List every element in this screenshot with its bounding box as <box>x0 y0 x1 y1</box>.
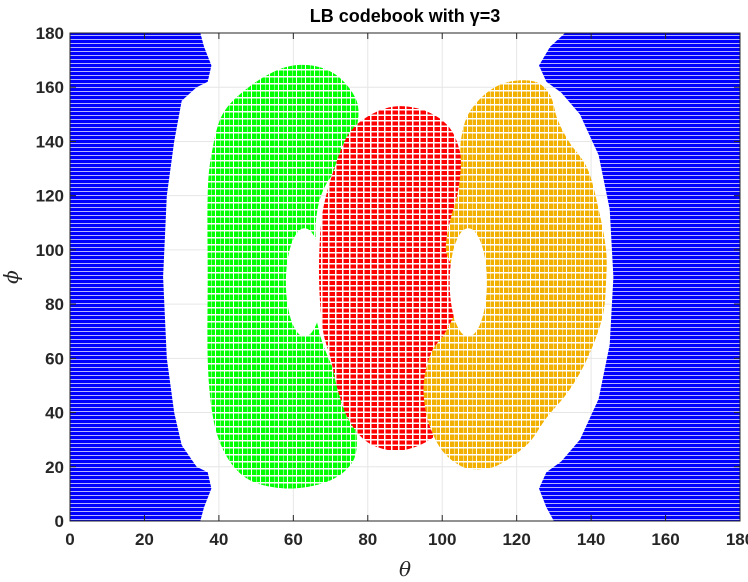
y-tick-label: 60 <box>45 349 64 368</box>
y-tick-label: 40 <box>45 404 64 423</box>
tick-marks <box>69 32 741 522</box>
series-1-markers <box>207 64 359 489</box>
tick-labels: 0 20 40 60 80 100 120 140 160 180 0 20 40 60 80 100 120 1… <box>36 24 748 549</box>
series-3-gap <box>449 228 487 337</box>
chart-title: LB codebook with γ=3 <box>310 6 501 26</box>
y-tick-label: 160 <box>36 78 64 97</box>
x-tick-label: 40 <box>209 530 228 549</box>
y-tick-label: 120 <box>36 187 64 206</box>
plot-area <box>70 33 740 521</box>
x-tick-label: 60 <box>284 530 303 549</box>
y-tick-label: 20 <box>45 458 64 477</box>
x-tick-label: 80 <box>358 530 377 549</box>
series-3-region-0 <box>423 80 607 470</box>
x-tick-label: 20 <box>135 530 154 549</box>
series-0-markers <box>70 33 740 521</box>
y-tick-label: 180 <box>36 24 64 43</box>
y-tick-label: 140 <box>36 132 64 151</box>
x-tick-label: 0 <box>65 530 74 549</box>
series-0-region-0 <box>70 33 212 521</box>
x-tick-label: 100 <box>428 530 456 549</box>
y-axis-label: ϕ <box>0 270 23 284</box>
series-1-gap <box>285 228 324 337</box>
x-tick-label: 180 <box>726 530 748 549</box>
x-tick-label: 140 <box>577 530 605 549</box>
axes-box <box>69 32 741 522</box>
series-0-region-1 <box>539 33 740 521</box>
y-tick-label: 0 <box>55 512 64 531</box>
x-tick-label: 120 <box>502 530 530 549</box>
x-tick-label: 160 <box>651 530 679 549</box>
series-1-region-0 <box>207 64 359 489</box>
y-tick-label: 100 <box>36 241 64 260</box>
y-tick-label: 80 <box>45 295 64 314</box>
series-3-markers <box>423 80 607 470</box>
x-axis-label: θ <box>399 557 411 581</box>
